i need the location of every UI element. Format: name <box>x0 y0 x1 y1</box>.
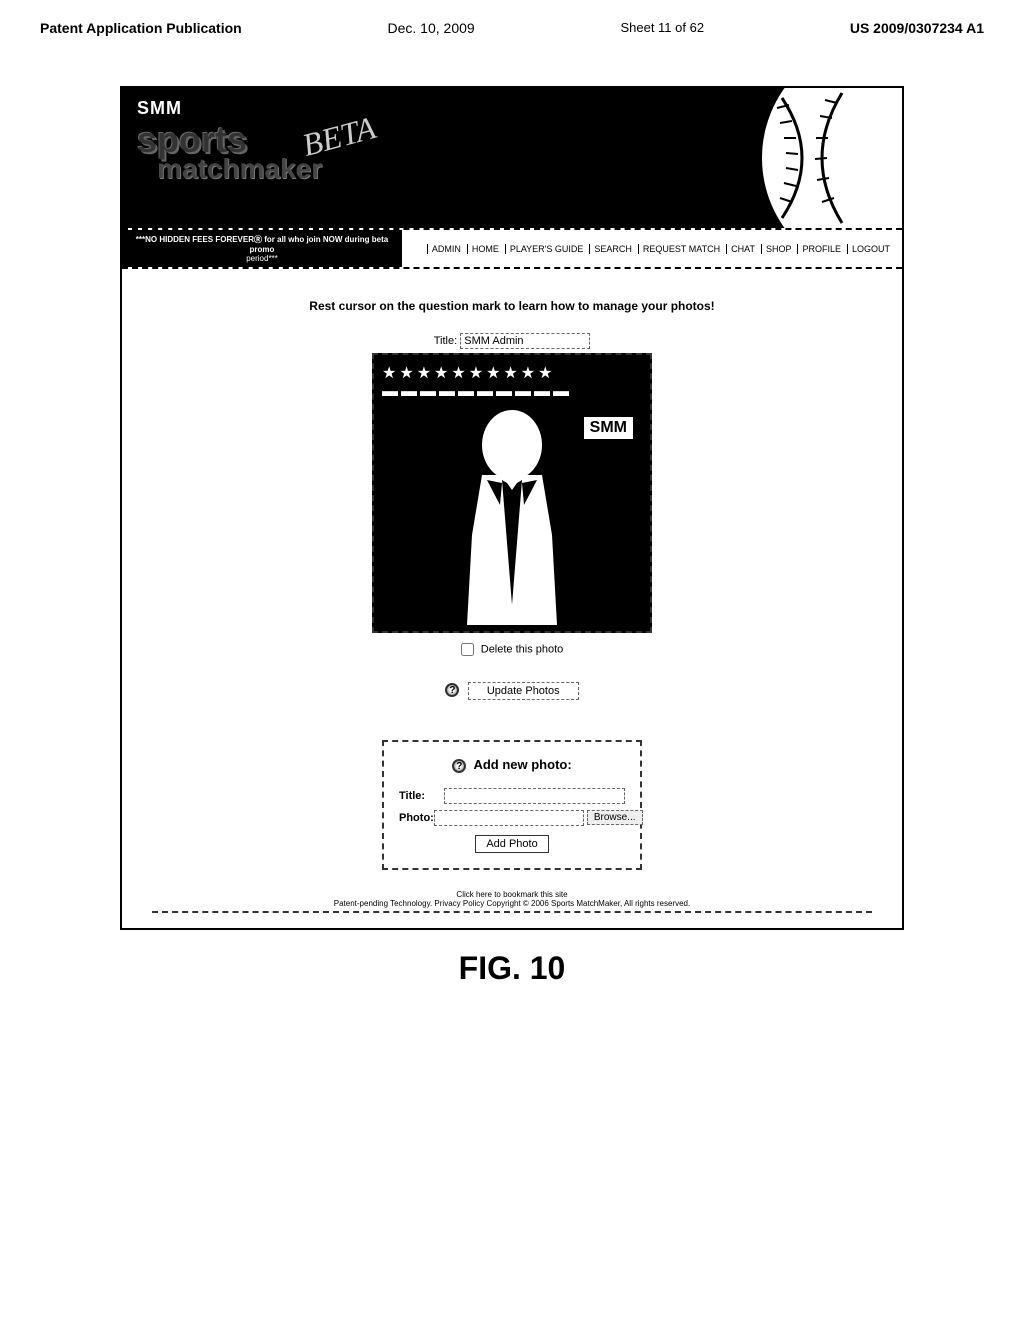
promo-text-1: ***NO HIDDEN FEES FOREVERⓇ for all who j… <box>136 235 388 254</box>
publication-label: Patent Application Publication <box>40 20 242 36</box>
update-row: ? Update Photos <box>372 681 652 700</box>
nav-request-match[interactable]: REQUEST MATCH <box>638 244 724 254</box>
add-photo-row: Photo: Browse... <box>399 810 625 826</box>
help-icon[interactable]: ? <box>445 683 459 697</box>
person-silhouette <box>442 405 582 625</box>
nav-admin[interactable]: ADMIN <box>427 244 465 254</box>
nav-players-guide[interactable]: PLAYER'S GUIDE <box>505 244 588 254</box>
add-photo-heading: ? Add new photo: <box>399 757 625 773</box>
add-photo-button[interactable]: Add Photo <box>475 835 548 853</box>
smm-logo-text: SMM <box>137 98 322 119</box>
nav-chat[interactable]: CHAT <box>726 244 759 254</box>
nav-links: ADMIN HOME PLAYER'S GUIDE SEARCH REQUEST… <box>402 230 902 267</box>
nav-profile[interactable]: PROFILE <box>797 244 845 254</box>
help-icon-add[interactable]: ? <box>452 759 466 773</box>
add-button-row: Add Photo <box>399 834 625 853</box>
nav-bar: ***NO HIDDEN FEES FOREVERⓇ for all who j… <box>122 228 902 269</box>
promo-text-2: period*** <box>246 254 278 263</box>
figure-label: FIG. 10 <box>0 950 1024 987</box>
add-photo-label: Photo: <box>399 812 434 824</box>
flag-decoration: ★★★★★★★★★★▬▬▬▬▬▬▬▬▬▬ <box>382 363 572 401</box>
instruction-text: Rest cursor on the question mark to lear… <box>142 299 882 313</box>
delete-label: Delete this photo <box>481 643 564 655</box>
publication-number: US 2009/0307234 A1 <box>850 20 984 36</box>
banner: SMM sports matchmaker BETA <box>122 88 902 228</box>
add-photo-box: ? Add new photo: Title: Photo: Browse...… <box>382 740 642 870</box>
logo-area: SMM sports matchmaker <box>137 98 322 182</box>
promo-banner: ***NO HIDDEN FEES FOREVERⓇ for all who j… <box>122 230 402 267</box>
delete-checkbox[interactable] <box>461 643 474 656</box>
nav-home[interactable]: HOME <box>467 244 503 254</box>
delete-row: Delete this photo <box>372 643 652 656</box>
figure-container: SMM sports matchmaker BETA ***NO HIDDEN … <box>120 86 904 930</box>
matchmaker-logo-text: matchmaker <box>157 156 322 181</box>
page-header: Patent Application Publication Dec. 10, … <box>0 0 1024 46</box>
footer-copyright: Patent-pending Technology. Privacy Polic… <box>152 899 872 913</box>
baseball-graphic <box>702 88 902 228</box>
sheet-label: Sheet 11 of 62 <box>620 20 704 35</box>
photo-preview: ★★★★★★★★★★▬▬▬▬▬▬▬▬▬▬ SMM <box>372 353 652 633</box>
smm-photo-badge: SMM <box>582 415 635 441</box>
nav-shop[interactable]: SHOP <box>761 244 796 254</box>
update-photos-button[interactable]: Update Photos <box>468 682 579 700</box>
title-input[interactable] <box>460 333 590 349</box>
footer: Click here to bookmark this site Patent-… <box>142 890 882 918</box>
content-area: Rest cursor on the question mark to lear… <box>122 269 902 928</box>
nav-search[interactable]: SEARCH <box>589 244 636 254</box>
title-row: Title: <box>372 333 652 349</box>
sports-logo-text: sports <box>137 124 322 156</box>
header-date: Dec. 10, 2009 <box>388 20 475 36</box>
add-title-row: Title: <box>399 788 625 804</box>
browse-button[interactable]: Browse... <box>587 810 643 825</box>
add-photo-heading-text: Add new photo: <box>473 757 571 772</box>
footer-bookmark[interactable]: Click here to bookmark this site <box>142 890 882 899</box>
add-title-label: Title: <box>399 790 444 802</box>
title-label: Title: <box>434 335 457 347</box>
nav-logout[interactable]: LOGOUT <box>847 244 894 254</box>
add-photo-path-input[interactable] <box>434 810 584 826</box>
photo-section: Title: ★★★★★★★★★★▬▬▬▬▬▬▬▬▬▬ SMM <box>372 333 652 700</box>
add-title-input[interactable] <box>444 788 625 804</box>
